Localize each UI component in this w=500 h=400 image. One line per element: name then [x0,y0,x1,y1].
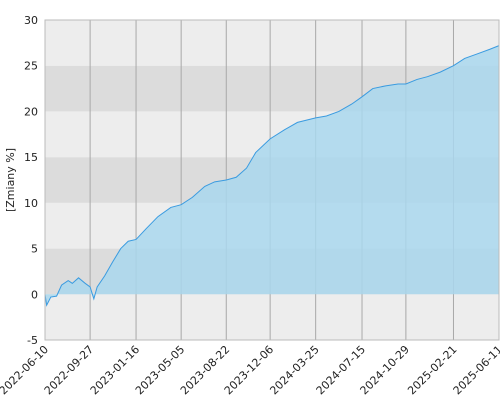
y-tick-label: 20 [24,105,38,118]
y-axis-label: [Zmiany %] [4,148,17,212]
line [44,45,500,307]
grid-band [45,294,499,340]
y-tick-label: 30 [24,14,38,27]
y-tick-label: 5 [31,243,38,256]
y-tick-label: -5 [27,334,38,347]
y-tick-label: 15 [24,151,38,164]
area [45,45,499,306]
grid-band [45,20,499,66]
y-tick-label: 0 [31,288,38,301]
y-tick-label: 25 [24,60,38,73]
y-tick-label: 10 [24,197,38,210]
plot-frame [44,19,500,341]
